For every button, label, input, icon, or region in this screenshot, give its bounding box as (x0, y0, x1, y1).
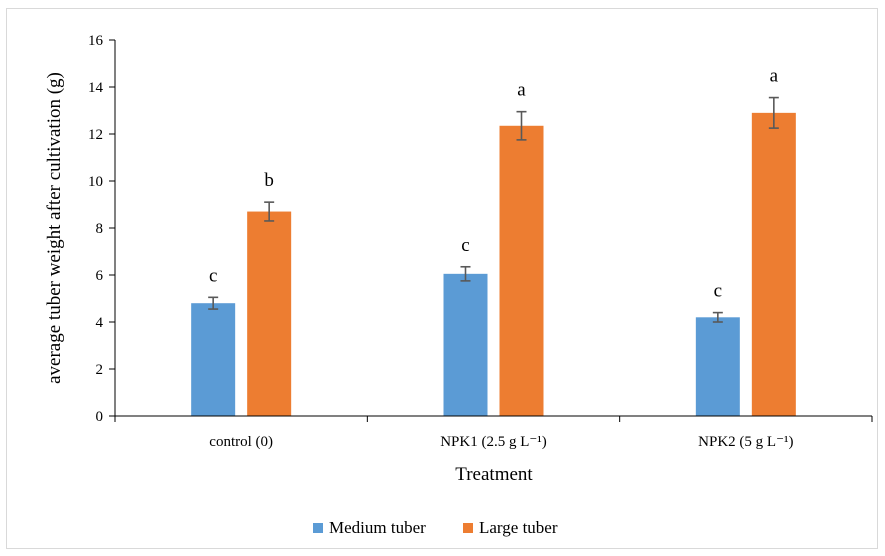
significance-letters: c c c b a a (209, 66, 779, 302)
bar (751, 112, 796, 416)
y-tick-label: 10 (88, 174, 103, 190)
bar (499, 125, 544, 417)
y-tick-label: 14 (88, 80, 104, 96)
bar (443, 273, 488, 416)
y-tick-label: 4 (96, 315, 104, 331)
x-tick-label: NPK1 (2.5 g L⁻¹) (440, 434, 547, 450)
legend-swatch (463, 523, 473, 533)
x-axis-title: Treatment (455, 464, 533, 485)
significance-letter: a (770, 66, 779, 87)
y-axis-ticks: 0 2 4 6 8 10 12 14 16 (88, 33, 115, 425)
bar (695, 317, 740, 416)
bar (191, 303, 236, 416)
axes (114, 40, 872, 417)
y-tick-label: 6 (96, 268, 104, 284)
y-tick-label: 2 (96, 362, 104, 378)
legend-label: Large tuber (479, 518, 558, 537)
legend-swatch (313, 523, 323, 533)
error-bars (208, 96, 779, 323)
chart-frame (6, 8, 878, 549)
significance-letter: c (714, 281, 722, 302)
x-tick-label: control (0) (209, 434, 273, 450)
y-axis-title: average tuber weight after cultivation (… (44, 72, 65, 384)
legend: Medium tuber Large tuber (313, 518, 558, 537)
y-tick-label: 8 (96, 221, 104, 237)
significance-letter: a (517, 80, 526, 101)
y-tick-label: 16 (88, 33, 104, 49)
bar (247, 211, 292, 416)
x-tick-label: NPK2 (5 g L⁻¹) (698, 434, 793, 450)
x-axis-ticks: control (0) NPK1 (2.5 g L⁻¹) NPK2 (5 g L⁻¹… (114, 416, 873, 450)
bars (191, 112, 796, 417)
y-tick-label: 12 (88, 127, 103, 143)
legend-label: Medium tuber (329, 518, 426, 537)
significance-letter: b (264, 170, 274, 191)
significance-letter: c (461, 235, 469, 256)
significance-letter: c (209, 265, 217, 286)
y-tick-label: 0 (96, 409, 104, 425)
